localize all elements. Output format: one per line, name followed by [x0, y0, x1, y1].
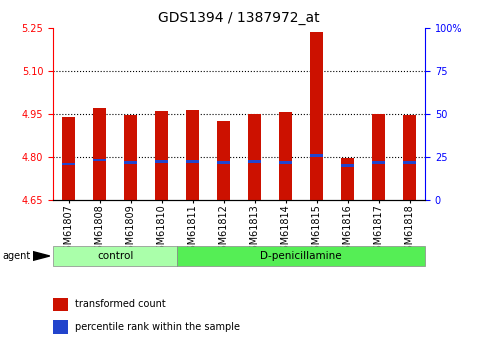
Bar	[53, 246, 177, 266]
Bar	[125, 161, 137, 164]
Bar	[62, 117, 75, 200]
Bar	[403, 115, 416, 200]
Text: agent: agent	[2, 252, 30, 261]
Bar	[62, 163, 75, 166]
Bar	[53, 320, 68, 334]
Bar	[156, 111, 168, 200]
Bar	[341, 164, 354, 167]
Bar	[93, 108, 106, 200]
Bar	[341, 158, 354, 200]
Bar	[403, 161, 416, 164]
Text: D-penicillamine: D-penicillamine	[260, 251, 342, 261]
Bar	[186, 160, 199, 162]
Bar	[279, 161, 292, 164]
Bar	[156, 160, 168, 162]
Bar	[248, 114, 261, 200]
Text: transformed count: transformed count	[75, 299, 166, 309]
Bar	[311, 154, 323, 157]
Bar	[372, 114, 385, 200]
Bar	[93, 159, 106, 161]
Bar	[177, 246, 425, 266]
Text: control: control	[97, 251, 133, 261]
Bar	[125, 115, 137, 200]
Title: GDS1394 / 1387972_at: GDS1394 / 1387972_at	[158, 11, 320, 25]
Bar	[53, 298, 68, 311]
Bar	[279, 112, 292, 200]
Bar	[217, 161, 230, 164]
Bar	[372, 161, 385, 164]
Bar	[311, 32, 323, 200]
Text: percentile rank within the sample: percentile rank within the sample	[75, 322, 241, 332]
Bar	[217, 121, 230, 200]
Polygon shape	[33, 252, 50, 260]
Bar	[186, 110, 199, 200]
Bar	[248, 160, 261, 162]
